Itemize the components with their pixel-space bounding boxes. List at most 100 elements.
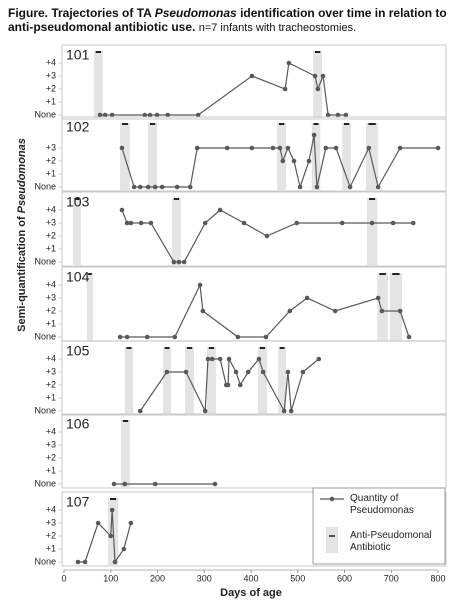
y-tick-label: +1 — [46, 318, 56, 328]
series-point — [291, 158, 297, 164]
series-line — [78, 509, 132, 564]
series-point — [171, 259, 177, 265]
series-point — [366, 145, 372, 151]
series-point — [128, 520, 134, 526]
series-point — [397, 145, 403, 151]
antibiotic-band — [72, 198, 81, 266]
series-point — [176, 259, 182, 265]
series-point — [369, 220, 375, 226]
series-point — [194, 145, 200, 151]
series-point — [285, 145, 291, 151]
series-point — [390, 220, 396, 226]
series-point — [97, 112, 103, 118]
title-part: Pseudomonas — [154, 6, 237, 20]
series-point — [263, 334, 269, 340]
x-tick-label: 300 — [197, 573, 212, 583]
series-point — [397, 308, 403, 314]
panel-label: 102 — [66, 119, 90, 135]
series-point — [264, 233, 270, 239]
series-point — [172, 334, 178, 340]
series-point — [82, 559, 88, 565]
series-point — [343, 112, 349, 118]
antibiotic-band — [93, 51, 103, 119]
series-point — [406, 334, 412, 340]
series-point — [111, 481, 117, 487]
y-tick-label: +3 — [46, 142, 56, 152]
y-tick-label: +1 — [46, 392, 56, 402]
series-point — [288, 408, 294, 414]
x-tick-label: 500 — [290, 573, 305, 583]
y-tick-label: +2 — [46, 530, 56, 540]
series-point — [165, 112, 171, 118]
series-point — [226, 356, 232, 362]
y-tick-label: +2 — [46, 305, 56, 315]
series-point — [217, 356, 223, 362]
series-point — [95, 520, 101, 526]
series-point — [347, 184, 353, 190]
series-point — [142, 112, 148, 118]
antibiotic-band — [124, 347, 134, 415]
x-tick-label: 800 — [430, 573, 445, 583]
series-point — [197, 282, 203, 288]
y-tick-label: +1 — [46, 168, 56, 178]
series-point — [154, 112, 160, 118]
series-point — [435, 145, 441, 151]
y-tick-label: None — [34, 556, 56, 566]
series-point — [294, 220, 300, 226]
series-point — [281, 408, 287, 414]
series-point — [256, 356, 262, 362]
series-point — [314, 184, 320, 190]
legend-marker — [329, 496, 335, 502]
panel-frame — [61, 340, 447, 416]
x-tick-label: 200 — [150, 573, 165, 583]
antibiotic-band — [185, 347, 194, 415]
y-tick-label: +3 — [46, 366, 56, 376]
legend-box — [312, 487, 446, 565]
series-point — [320, 73, 326, 79]
series-point — [297, 184, 303, 190]
chart-title: Figure. Trajectories of TA Pseudomonas i… — [8, 6, 460, 35]
y-tick-label: +3 — [46, 439, 56, 449]
antibiotic-band — [171, 198, 181, 266]
series-point — [312, 73, 318, 79]
series-point — [152, 481, 158, 487]
y-tick-label: +2 — [46, 230, 56, 240]
series-point — [131, 184, 137, 190]
series-point — [119, 207, 125, 213]
panel-label: 103 — [66, 194, 90, 210]
series-point — [147, 112, 153, 118]
series-point — [375, 295, 381, 301]
y-tick-label: +4 — [46, 279, 56, 289]
y-axis-label-part: Semi-quantification of — [16, 213, 28, 332]
y-tick-label: +4 — [46, 353, 56, 363]
y-tick-label: None — [34, 181, 56, 191]
antibiotic-band — [311, 123, 321, 191]
y-tick-label: +4 — [46, 504, 56, 514]
antibiotic-band — [163, 347, 172, 415]
series-line — [120, 282, 410, 338]
series-point — [323, 145, 329, 151]
series-point — [316, 356, 322, 362]
series-point — [282, 86, 288, 92]
series-point — [145, 184, 151, 190]
y-tick-label: +1 — [46, 96, 56, 106]
series-point — [202, 220, 208, 226]
antibiotic-band — [121, 420, 130, 488]
y-tick-label: None — [34, 478, 56, 488]
panel-frame — [61, 266, 447, 342]
y-tick-label: +3 — [46, 517, 56, 527]
series-point — [108, 533, 114, 539]
series-point — [335, 112, 341, 118]
series-point — [217, 207, 223, 213]
series-point — [277, 145, 283, 151]
series-point — [325, 112, 331, 118]
series-point — [245, 369, 251, 375]
series-point — [138, 220, 144, 226]
series-point — [202, 408, 208, 414]
panel-frame — [61, 44, 447, 120]
series-point — [315, 86, 321, 92]
series-point — [212, 481, 218, 487]
series-point — [205, 356, 211, 362]
series-point — [102, 112, 108, 118]
antibiotic-band — [342, 123, 352, 191]
